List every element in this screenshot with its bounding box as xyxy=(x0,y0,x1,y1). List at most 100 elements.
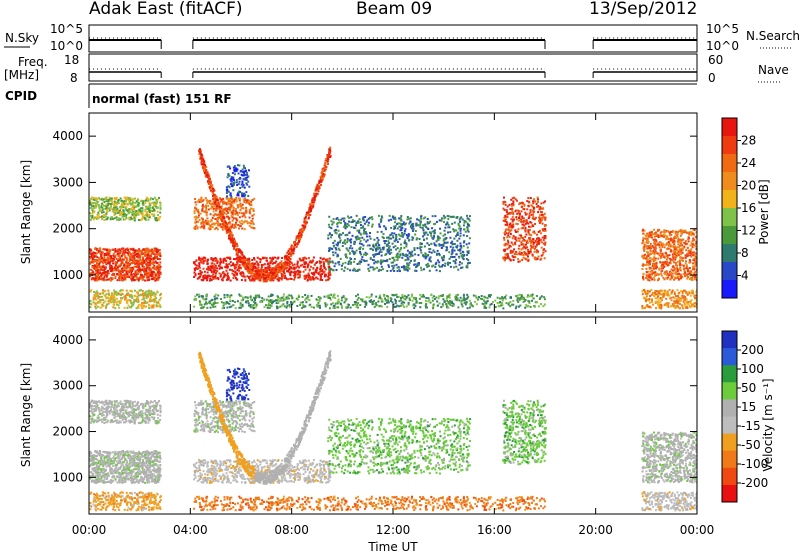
power-cell xyxy=(212,259,215,262)
power-cell xyxy=(449,301,452,304)
power-cell xyxy=(417,254,420,257)
power-cell xyxy=(138,277,141,280)
power-cell xyxy=(101,203,104,206)
power-cell xyxy=(107,272,110,275)
power-cell xyxy=(95,290,98,293)
power-cell xyxy=(311,201,314,204)
power-cell xyxy=(414,229,417,232)
power-cell xyxy=(448,251,451,254)
power-cell xyxy=(375,244,378,247)
power-cell xyxy=(322,174,325,177)
power-cell xyxy=(236,300,239,303)
power-cell xyxy=(209,267,212,270)
power-cell xyxy=(233,266,236,269)
power-cell xyxy=(118,271,121,274)
power-cell xyxy=(108,261,111,264)
power-cell xyxy=(220,273,223,276)
power-cell xyxy=(213,266,216,269)
power-cell xyxy=(89,203,92,206)
power-cell xyxy=(150,270,153,273)
power-cell xyxy=(410,226,413,229)
power-cell xyxy=(347,303,350,306)
power-cell xyxy=(406,256,409,259)
power-cell xyxy=(126,307,129,310)
power-cell xyxy=(386,295,389,298)
power-cell xyxy=(388,245,391,248)
power-cell xyxy=(227,278,230,281)
power-cell xyxy=(446,295,449,298)
power-cell xyxy=(240,278,243,281)
power-cell xyxy=(466,222,469,225)
power-cell xyxy=(148,267,151,270)
power-cell xyxy=(462,224,465,227)
power-cell xyxy=(216,224,219,227)
power-cell xyxy=(441,263,444,266)
power-cell xyxy=(138,267,141,270)
power-cell xyxy=(348,259,351,262)
power-cell xyxy=(144,210,147,213)
power-cell xyxy=(147,199,150,202)
power-cell xyxy=(124,218,127,221)
power-cell xyxy=(103,201,106,204)
power-cell xyxy=(450,253,453,256)
power-cell xyxy=(399,219,402,222)
power-cell xyxy=(217,216,220,219)
power-cell xyxy=(153,213,156,216)
power-cell xyxy=(231,224,234,227)
power-cell xyxy=(340,233,343,236)
power-cell xyxy=(216,199,219,202)
power-cell xyxy=(323,169,326,172)
power-cell xyxy=(432,249,435,252)
power-cell xyxy=(113,291,116,294)
power-cell xyxy=(449,245,452,248)
power-cell xyxy=(243,200,246,203)
power-cell xyxy=(148,299,151,302)
power-cell xyxy=(214,269,217,272)
power-cell xyxy=(458,261,461,264)
power-cell xyxy=(263,274,266,277)
power-cell xyxy=(280,260,283,263)
power-cell xyxy=(362,225,365,228)
power-cell xyxy=(288,256,291,259)
power-cell xyxy=(292,271,295,274)
power-cell xyxy=(376,248,379,251)
power-cell xyxy=(197,220,200,223)
power-cell xyxy=(230,197,233,200)
power-cell xyxy=(285,267,288,270)
power-cell xyxy=(425,297,428,300)
power-cell xyxy=(253,227,256,230)
power-cell xyxy=(126,196,129,199)
power-cell xyxy=(373,302,376,305)
power-cell xyxy=(401,235,404,238)
power-heatmap xyxy=(89,146,697,310)
power-cell xyxy=(289,257,292,260)
power-cell xyxy=(110,265,113,268)
power-cell xyxy=(460,299,463,302)
power-cell xyxy=(359,250,362,253)
power-cell xyxy=(208,301,211,304)
power-cell xyxy=(114,249,117,252)
power-cell xyxy=(235,273,238,276)
power-cell xyxy=(464,303,467,306)
power-cell xyxy=(220,199,223,202)
power-cell xyxy=(219,213,222,216)
power-cell xyxy=(218,214,221,217)
power-cell xyxy=(288,303,291,306)
power-cell xyxy=(147,295,150,298)
power-cell xyxy=(293,245,296,248)
power-cell xyxy=(153,210,156,213)
power-cell xyxy=(235,199,238,202)
power-cell xyxy=(223,303,226,306)
power-cell xyxy=(429,247,432,250)
power-cell xyxy=(224,221,227,224)
power-cell xyxy=(285,255,288,258)
power-cell xyxy=(419,226,422,229)
power-cell xyxy=(283,268,286,271)
power-cell xyxy=(401,293,404,296)
power-cell xyxy=(424,252,427,255)
power-cell xyxy=(428,257,431,260)
power-cell xyxy=(131,275,134,278)
power-cell xyxy=(241,227,244,230)
power-cell xyxy=(122,215,125,218)
power-cell xyxy=(147,303,150,306)
